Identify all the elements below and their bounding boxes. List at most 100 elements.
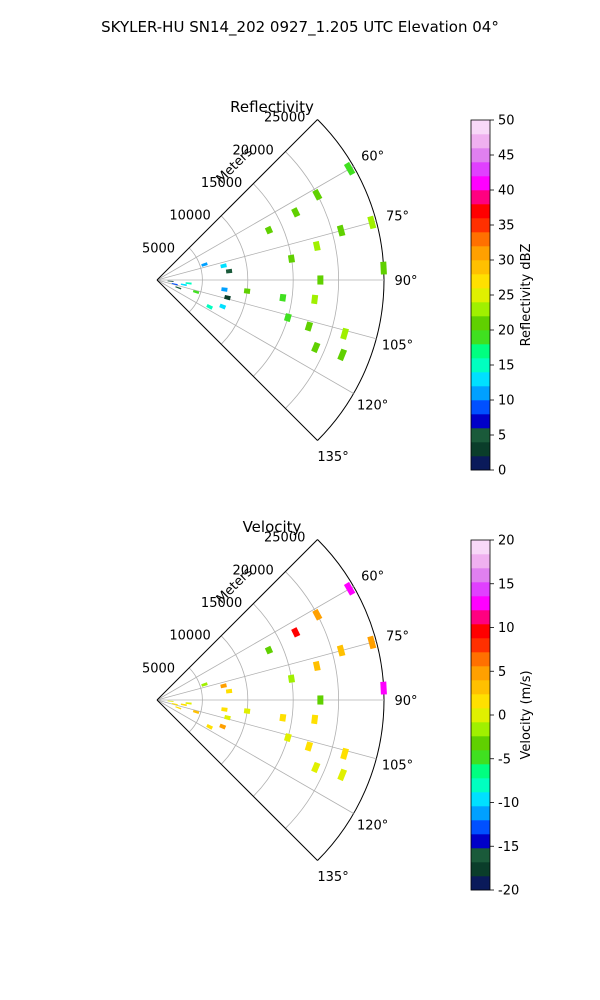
echo-cell [180, 703, 187, 707]
colorbar-tick-label: 40 [498, 184, 515, 199]
colorbar-segment [471, 652, 490, 667]
angle-gridline [156, 279, 377, 340]
radial-tick-label: 5000 [142, 661, 175, 676]
angle-tick-label: 105° [382, 758, 413, 773]
velocity-title: Velocity [243, 518, 302, 536]
angle-tick-label: 60° [361, 570, 384, 585]
colorbar-segment [471, 120, 490, 135]
colorbar-segment [471, 806, 490, 821]
colorbar-segment [471, 596, 490, 611]
colorbar-segment [471, 876, 490, 891]
angle-gridline [156, 166, 354, 281]
colorbar-tick-label: 5 [498, 429, 506, 444]
echo-cell [367, 635, 377, 650]
echo-cell [311, 761, 321, 774]
echo-cell [287, 254, 296, 263]
echo-cell [219, 723, 227, 730]
colorbar-segment [471, 764, 490, 779]
radial-tick-label: 20000 [232, 563, 273, 578]
echo-cell [311, 714, 319, 725]
colorbar-segment [471, 190, 490, 205]
angle-tick-label: 90° [394, 274, 417, 289]
echo-cell [221, 707, 228, 712]
radial-tick-label: 20000 [232, 143, 273, 158]
echo-cell [317, 695, 324, 705]
echo-cell [380, 261, 387, 275]
colorbar-segment [471, 148, 490, 163]
colorbar-segment [471, 610, 490, 625]
echo-cell [192, 710, 200, 714]
colorbar-tick-label: 15 [498, 577, 515, 592]
colorbar-tick-label: 30 [498, 254, 515, 269]
echo-cell [343, 581, 356, 596]
colorbar-segment [471, 624, 490, 639]
colorbar-segment [471, 288, 490, 303]
radial-tick-label: 15000 [201, 596, 242, 611]
echo-cell [380, 681, 387, 695]
colorbar-tick-label: -20 [498, 884, 519, 899]
colorbar-tick-label: -15 [498, 840, 519, 855]
colorbar-segment [471, 834, 490, 849]
echo-cell [279, 293, 287, 302]
colorbar-segment [471, 694, 490, 709]
angle-tick-label: 105° [382, 338, 413, 353]
colorbar-label: Velocity (m/s) [519, 670, 534, 759]
echo-cell [192, 290, 200, 294]
sector-edge [156, 699, 318, 861]
echo-cell [171, 282, 178, 286]
colorbar-tick-label: 25 [498, 289, 515, 304]
colorbar-segment [471, 400, 490, 415]
angle-gridline [156, 586, 354, 701]
colorbar-segment [471, 246, 490, 261]
radial-tick-label: 5000 [142, 241, 175, 256]
echo-cell [311, 294, 319, 305]
colorbar-segment [471, 680, 490, 695]
colorbar-segment [471, 358, 490, 373]
echo-cell [206, 724, 214, 730]
echo-cell [206, 304, 214, 310]
echo-cell [312, 240, 321, 252]
colorbar-label: Reflectivity dBZ [519, 244, 534, 347]
echo-cell [220, 683, 227, 689]
echo-cell [312, 660, 321, 672]
angle-tick-label: 120° [357, 399, 388, 414]
echo-cell [337, 768, 348, 782]
echo-cell [311, 341, 321, 354]
reflectivity-plot: 5000 10000 15000 20000 25000 60° 75° 90° 105° 120… [142, 111, 418, 465]
echo-cell [185, 702, 192, 705]
colorbar-segment [471, 274, 490, 289]
echo-cell [201, 682, 208, 687]
colorbar-segment [471, 232, 490, 247]
echo-cell [220, 263, 227, 269]
colorbar-tick-label: 35 [498, 219, 515, 234]
echo-cell [340, 747, 349, 760]
colorbar-segment [471, 372, 490, 387]
angle-tick-label: 75° [386, 630, 409, 645]
echo-cell [171, 702, 178, 706]
colorbar-segment [471, 862, 490, 877]
colorbar-tick-label: -5 [498, 752, 511, 767]
angle-gridline [156, 279, 354, 394]
colorbar-segment [471, 582, 490, 597]
echo-cell [336, 644, 346, 657]
colorbar-segment [471, 666, 490, 681]
angle-gridline [156, 699, 377, 760]
echo-cell [225, 688, 233, 694]
echo-cell [304, 321, 314, 332]
angle-tick-label: 75° [386, 210, 409, 225]
echo-cell [201, 262, 208, 267]
radial-tick-label: 25000 [264, 531, 305, 546]
echo-cell [279, 713, 287, 722]
colorbar-tick-label: 0 [498, 709, 506, 724]
echo-cell [291, 627, 301, 638]
colorbar-segment [471, 302, 490, 317]
colorbar-segment [471, 218, 490, 233]
echo-cell [336, 224, 346, 237]
colorbar-segment [471, 344, 490, 359]
angle-tick-label: 135° [317, 450, 348, 465]
echo-cell [291, 207, 301, 218]
colorbar-segment [471, 456, 490, 471]
echo-cell [264, 225, 274, 235]
echo-cell [224, 714, 231, 721]
